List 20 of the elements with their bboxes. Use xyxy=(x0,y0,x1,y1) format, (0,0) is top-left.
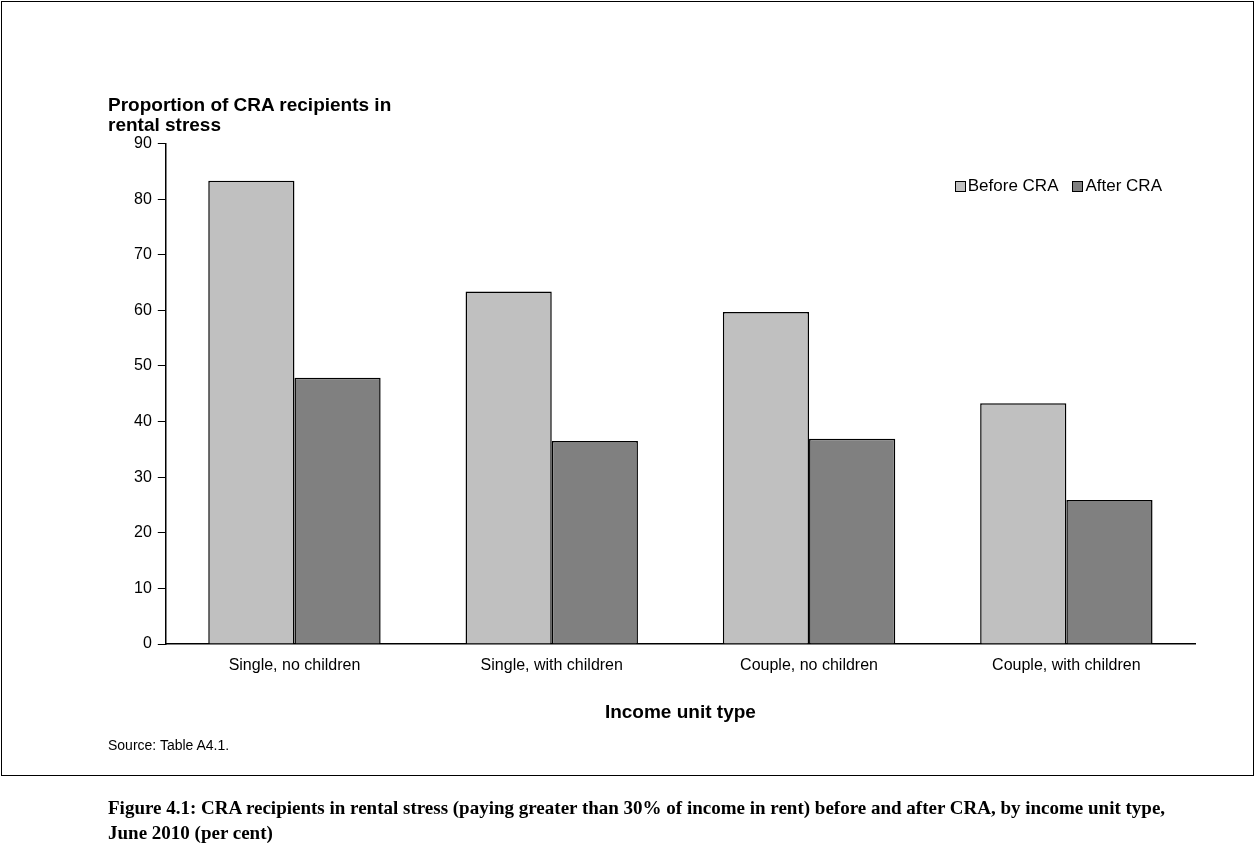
x-tick-label: Couple, with children xyxy=(992,656,1141,674)
x-tick-label: Single, with children xyxy=(480,656,623,674)
y-tick-label: 50 xyxy=(134,356,152,374)
x-axis-title: Income unit type xyxy=(604,700,756,722)
y-tick-label: 40 xyxy=(134,412,152,430)
legend-label: After CRA xyxy=(1085,176,1162,196)
source-note: Source: Table A4.1. xyxy=(108,737,230,753)
y-tick-label: 20 xyxy=(134,523,152,541)
y-tick-label: 60 xyxy=(134,300,152,318)
text: Figure 4.1: CRA recipients in rental stress (paying greater than 30% of income in rent) before and after CRA, by income unit type, June 2010 (per cent) xyxy=(108,796,1167,845)
y-tick-label: 80 xyxy=(134,189,152,207)
y-axis-title: Proportion of CRA recipients in rental stress xyxy=(108,94,393,135)
x-tick-label: Couple, no children xyxy=(740,656,878,674)
y-tick-label: 10 xyxy=(134,578,152,596)
y-tick-label: 0 xyxy=(142,634,152,652)
legend-label: Before CRA xyxy=(967,176,1059,196)
y-tick-label: 30 xyxy=(134,467,152,485)
x-tick-label: Single, no children xyxy=(228,656,361,674)
y-tick-label: 70 xyxy=(134,245,152,263)
y-tick-label: 90 xyxy=(134,134,152,152)
